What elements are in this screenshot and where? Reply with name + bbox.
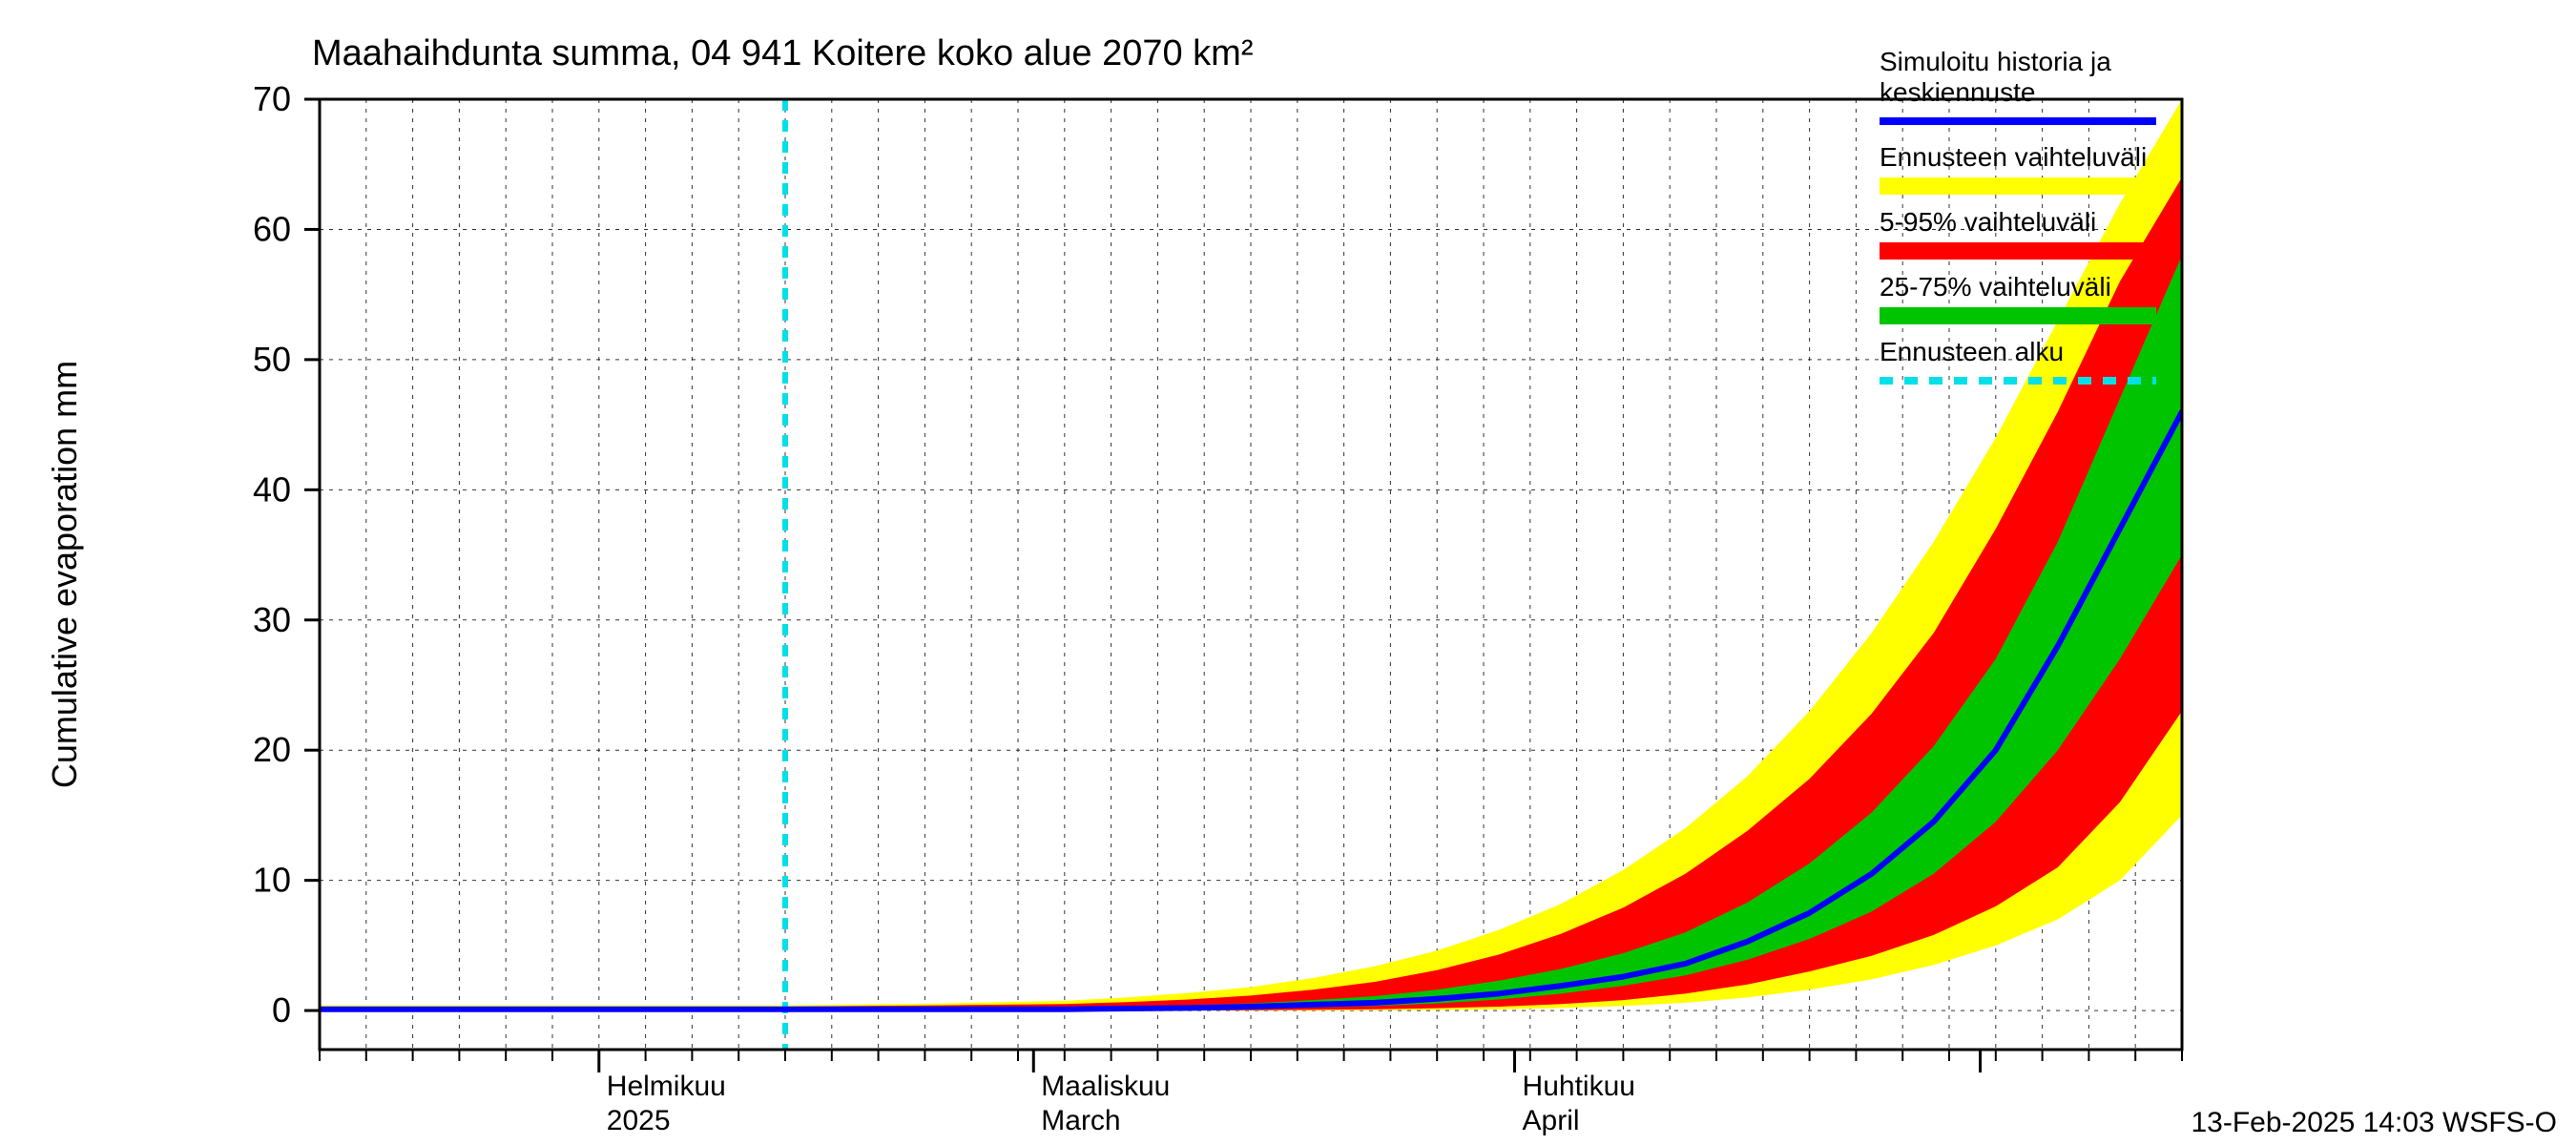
legend-swatch	[1880, 242, 2156, 260]
y-tick-label: 30	[253, 600, 291, 639]
legend-swatch	[1880, 177, 2156, 195]
chart-container: 0 10 20 30 40 50 60 70 Helmikuu2025 MaaliskuuMarc…	[0, 0, 2576, 1145]
x-tick-label: Huhtikuu	[1523, 1071, 1635, 1102]
y-tick-label: 40	[253, 469, 291, 509]
x-tick-label: Helmikuu	[607, 1071, 726, 1102]
y-tick-label: 50	[253, 340, 291, 379]
x-tick-sublabel: 2025	[607, 1105, 671, 1136]
legend-label: Ennusteen alku	[1880, 337, 2064, 366]
legend-swatch	[1880, 307, 2156, 324]
y-tick-label: 20	[253, 730, 291, 769]
y-axis-label: Cumulative evaporation mm	[45, 361, 84, 788]
legend-label: Ennusteen vaihteluväli	[1880, 142, 2147, 172]
x-tick-sublabel: April	[1523, 1105, 1580, 1136]
y-tick-label: 70	[253, 79, 291, 118]
chart-title: Maahaihdunta summa, 04 941 Koitere koko …	[312, 33, 1253, 73]
chart-svg: 0 10 20 30 40 50 60 70 Helmikuu2025 MaaliskuuMarc…	[0, 0, 2576, 1145]
x-tick-label: Maaliskuu	[1041, 1071, 1170, 1102]
y-tick-label: 60	[253, 209, 291, 248]
legend-label: 25-75% vaihteluväli	[1880, 272, 2111, 302]
legend-label: 5-95% vaihteluväli	[1880, 207, 2096, 237]
x-tick-sublabel: March	[1041, 1105, 1120, 1136]
y-tick-label: 10	[253, 861, 291, 900]
legend-label: keskiennuste	[1880, 77, 2035, 107]
chart-footer: 13-Feb-2025 14:03 WSFS-O	[2191, 1107, 2557, 1138]
y-tick-label: 0	[272, 990, 291, 1030]
legend-label: Simuloitu historia ja	[1880, 47, 2111, 76]
